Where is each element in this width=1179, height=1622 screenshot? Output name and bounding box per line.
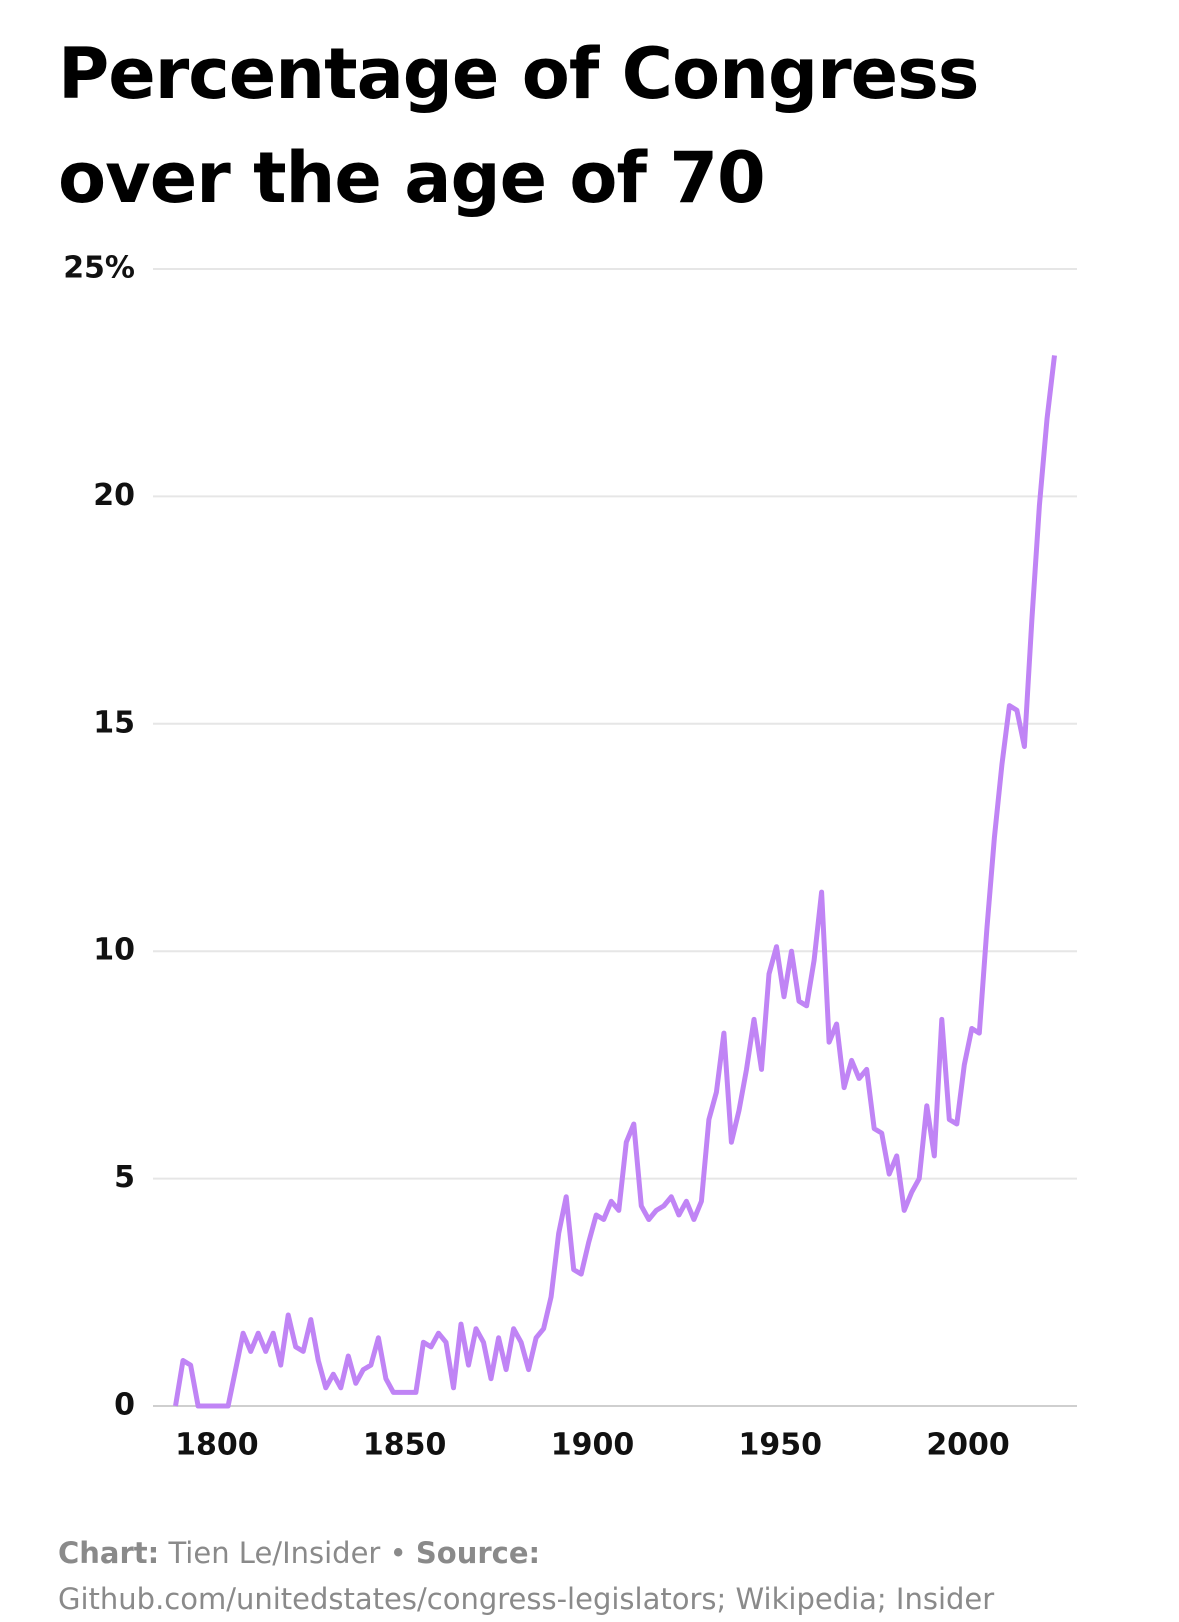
credit: Tien Le/Insider bbox=[168, 1536, 381, 1570]
source-label: Source: bbox=[415, 1536, 541, 1570]
y-tick-label: 25% bbox=[63, 251, 135, 286]
y-tick-label: 15 bbox=[93, 705, 135, 740]
x-tick-label: 1950 bbox=[739, 1428, 823, 1463]
y-tick-label: 10 bbox=[93, 933, 135, 968]
chart-title: Percentage of Congress over the age of 7… bbox=[58, 33, 979, 219]
x-tick-label: 1900 bbox=[551, 1428, 635, 1463]
line bbox=[173, 355, 1057, 1409]
separator: • bbox=[389, 1536, 407, 1570]
y-tick-label: 0 bbox=[114, 1388, 135, 1423]
x-tick-label: 1850 bbox=[363, 1428, 447, 1463]
credit-label: Chart: bbox=[58, 1536, 160, 1570]
footer: Chart: Tien Le/Insider • Source: Github.c… bbox=[58, 1530, 1158, 1622]
source: Github.com/unitedstates/congress-legisla… bbox=[58, 1582, 995, 1616]
x-tick-label: 2000 bbox=[926, 1428, 1010, 1463]
x-tick-label: 1800 bbox=[175, 1428, 259, 1463]
y-tick-label: 5 bbox=[114, 1160, 135, 1195]
y-tick-label: 20 bbox=[93, 478, 135, 513]
